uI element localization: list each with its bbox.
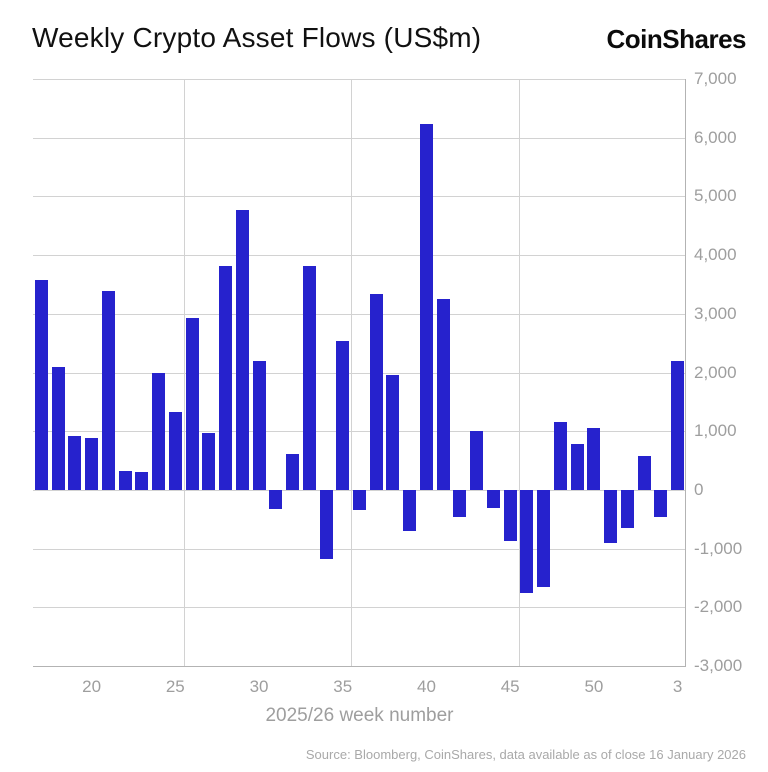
bar-week-3 xyxy=(671,361,685,490)
bar-week-1 xyxy=(637,455,651,490)
h-gridline--2000 xyxy=(33,607,686,609)
bar-week-48 xyxy=(553,422,567,490)
x-tick-label-3: 3 xyxy=(672,677,683,696)
x-tick-label-50: 50 xyxy=(584,677,604,696)
bar-week-27 xyxy=(202,432,216,490)
x-tick-label-35: 35 xyxy=(333,677,353,696)
bar-week-32 xyxy=(286,453,300,490)
bar-week-33 xyxy=(302,266,316,490)
v-gridline xyxy=(183,79,185,666)
bar-week-23 xyxy=(135,472,149,490)
h-gridline-3000 xyxy=(33,313,686,315)
source-note: Source: Bloomberg, CoinShares, data avai… xyxy=(305,747,746,762)
v-gridline xyxy=(351,79,353,666)
bar-week-51 xyxy=(604,489,618,543)
bar-week-28 xyxy=(219,266,233,490)
y-axis-line xyxy=(685,79,686,666)
bar-week-34 xyxy=(319,489,333,560)
y-tick-label-5000: 5,000 xyxy=(694,186,737,206)
chart-title: Weekly Crypto Asset Flows (US$m) xyxy=(32,22,482,53)
bar-week-31 xyxy=(269,489,283,510)
x-tick-label-25: 25 xyxy=(165,677,185,696)
bar-week-17 xyxy=(34,280,48,490)
y-tick-label--1000: -1,000 xyxy=(694,538,743,558)
h-gridline-6000 xyxy=(33,137,686,139)
bar-week-40 xyxy=(419,123,433,490)
bar-week-46 xyxy=(520,489,534,594)
x-tick-label-20: 20 xyxy=(82,677,102,696)
x-tick-label-45: 45 xyxy=(500,677,520,696)
y-tick-label-1000: 1,000 xyxy=(694,421,737,441)
h-gridline-2000 xyxy=(33,372,686,374)
plot-area xyxy=(33,79,686,667)
bar-week-39 xyxy=(403,489,417,531)
h-gridline-5000 xyxy=(33,196,686,198)
bar-week-37 xyxy=(369,293,383,490)
bar-week-41 xyxy=(436,298,450,490)
y-tick-label-6000: 6,000 xyxy=(694,127,737,147)
y-tick-label-0: 0 xyxy=(694,479,704,499)
bar-week-30 xyxy=(252,360,266,490)
bar-week-49 xyxy=(570,443,584,490)
y-tick-label-2000: 2,000 xyxy=(694,362,737,382)
coinshares-logo: CoinShares xyxy=(606,24,747,54)
y-tick-label--2000: -2,000 xyxy=(694,597,743,617)
bar-week-25 xyxy=(168,412,182,490)
y-tick-label-4000: 4,000 xyxy=(694,245,737,265)
y-tick-label-7000: 7,000 xyxy=(694,69,737,88)
bar-week-45 xyxy=(503,489,517,541)
y-tick-label--3000: -3,000 xyxy=(694,656,743,675)
bar-week-20 xyxy=(85,437,99,490)
h-gridline-4000 xyxy=(33,255,686,257)
bar-week-44 xyxy=(486,489,500,509)
bar-week-24 xyxy=(152,372,166,490)
bar-week-21 xyxy=(101,291,115,490)
bar-week-47 xyxy=(537,489,551,588)
y-tick-label-3000: 3,000 xyxy=(694,303,737,323)
v-gridline xyxy=(518,79,520,666)
x-axis-title: 2025/26 week number xyxy=(265,705,454,726)
bar-week-43 xyxy=(470,431,484,490)
bar-week-38 xyxy=(386,375,400,490)
bar-week-18 xyxy=(51,366,65,490)
bar-week-19 xyxy=(68,435,82,490)
h-gridline--1000 xyxy=(33,548,686,550)
h-gridline-7000 xyxy=(33,79,686,80)
h-gridline--3000 xyxy=(33,666,686,667)
bar-week-2 xyxy=(654,489,668,517)
bar-week-42 xyxy=(453,489,467,517)
x-tick-label-40: 40 xyxy=(417,677,436,696)
h-gridline-1000 xyxy=(33,431,686,433)
bar-week-29 xyxy=(235,209,249,490)
x-tick-label-30: 30 xyxy=(249,677,269,696)
bar-week-52 xyxy=(620,489,634,529)
bar-week-35 xyxy=(336,340,350,490)
bar-week-50 xyxy=(587,427,601,490)
bar-week-22 xyxy=(118,470,132,490)
bar-week-36 xyxy=(353,489,366,510)
bar-week-26 xyxy=(185,318,199,490)
